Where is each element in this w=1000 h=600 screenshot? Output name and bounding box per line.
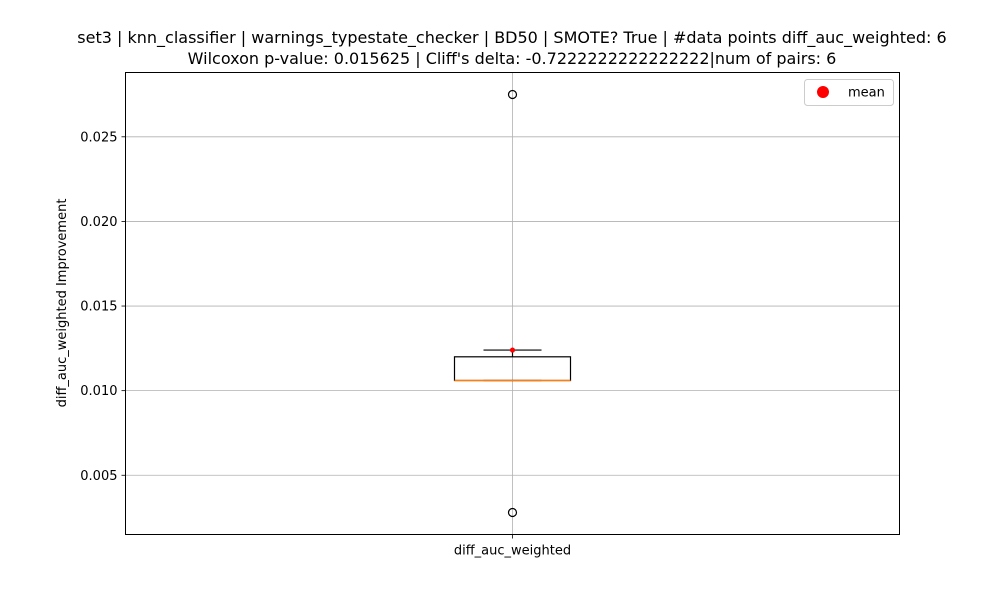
plot-frame — [125, 72, 900, 535]
chart-title-line2: Wilcoxon p-value: 0.015625 | Cliff's del… — [188, 49, 837, 68]
y-tick-label: 0.005 — [80, 469, 117, 484]
mean-point — [509, 347, 516, 353]
y-tick-label: 0.025 — [80, 130, 117, 145]
legend: mean — [804, 79, 894, 106]
x-tick-label: diff_auc_weighted — [454, 544, 571, 559]
legend-entry-mean: mean — [848, 86, 885, 101]
grid-layer — [125, 72, 900, 535]
y-tick-label: 0.015 — [80, 300, 117, 315]
box-plot — [453, 89, 572, 518]
outlier-point — [507, 507, 518, 518]
y-tick-label: 0.020 — [80, 215, 117, 230]
legend-mean-marker — [817, 86, 829, 98]
y-tick-label: 0.010 — [80, 384, 117, 399]
x-axis: diff_auc_weighted — [454, 534, 571, 559]
outlier-point — [507, 89, 518, 100]
chart-title-line1: set3 | knn_classifier | warnings_typesta… — [77, 28, 946, 48]
y-axis-label: diff_auc_weighted Improvement — [55, 199, 70, 408]
y-axis: 0.005 0.010 0.015 0.020 0.025 — [80, 130, 126, 484]
legend-frame — [804, 79, 894, 106]
